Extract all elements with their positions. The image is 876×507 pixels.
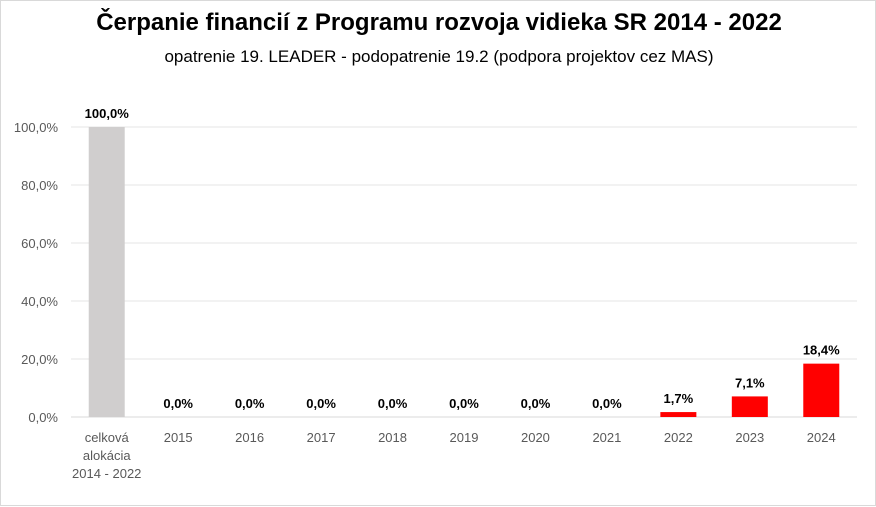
x-tick-label: 2023 xyxy=(735,430,764,445)
data-label: 1,7% xyxy=(664,391,694,406)
x-tick-label: 2017 xyxy=(307,430,336,445)
x-tick-label: 2021 xyxy=(592,430,621,445)
x-tick-label: alokácia xyxy=(83,448,131,463)
x-tick-label: 2015 xyxy=(164,430,193,445)
data-label: 0,0% xyxy=(592,396,622,411)
y-tick-label: 80,0% xyxy=(21,178,58,193)
chart-subtitle: opatrenie 19. LEADER - podopatrenie 19.2… xyxy=(164,47,714,66)
bar xyxy=(803,363,840,417)
y-tick-label: 100,0% xyxy=(14,120,59,135)
data-label: 0,0% xyxy=(163,396,193,411)
y-tick-label: 20,0% xyxy=(21,352,58,367)
x-tick-label: 2014 - 2022 xyxy=(72,466,141,481)
chart-title: Čerpanie financií z Programu rozvoja vid… xyxy=(96,9,782,36)
data-label: 0,0% xyxy=(449,396,479,411)
y-tick-label: 40,0% xyxy=(21,294,58,309)
x-tick-label: 2024 xyxy=(807,430,836,445)
data-label: 0,0% xyxy=(306,396,336,411)
data-label: 18,4% xyxy=(803,343,840,358)
x-tick-label: 2016 xyxy=(235,430,264,445)
bar xyxy=(660,412,697,417)
bar xyxy=(731,396,768,417)
bar xyxy=(88,127,125,417)
x-tick-label: 2020 xyxy=(521,430,550,445)
data-label: 7,1% xyxy=(735,375,765,390)
data-label: 0,0% xyxy=(235,396,265,411)
y-tick-label: 60,0% xyxy=(21,236,58,251)
data-label: 0,0% xyxy=(378,396,408,411)
data-label: 100,0% xyxy=(85,106,130,121)
y-tick-label: 0,0% xyxy=(28,410,58,425)
x-tick-label: celková xyxy=(85,430,130,445)
x-tick-label: 2018 xyxy=(378,430,407,445)
x-tick-label: 2019 xyxy=(450,430,479,445)
data-label: 0,0% xyxy=(521,396,551,411)
x-tick-label: 2022 xyxy=(664,430,693,445)
